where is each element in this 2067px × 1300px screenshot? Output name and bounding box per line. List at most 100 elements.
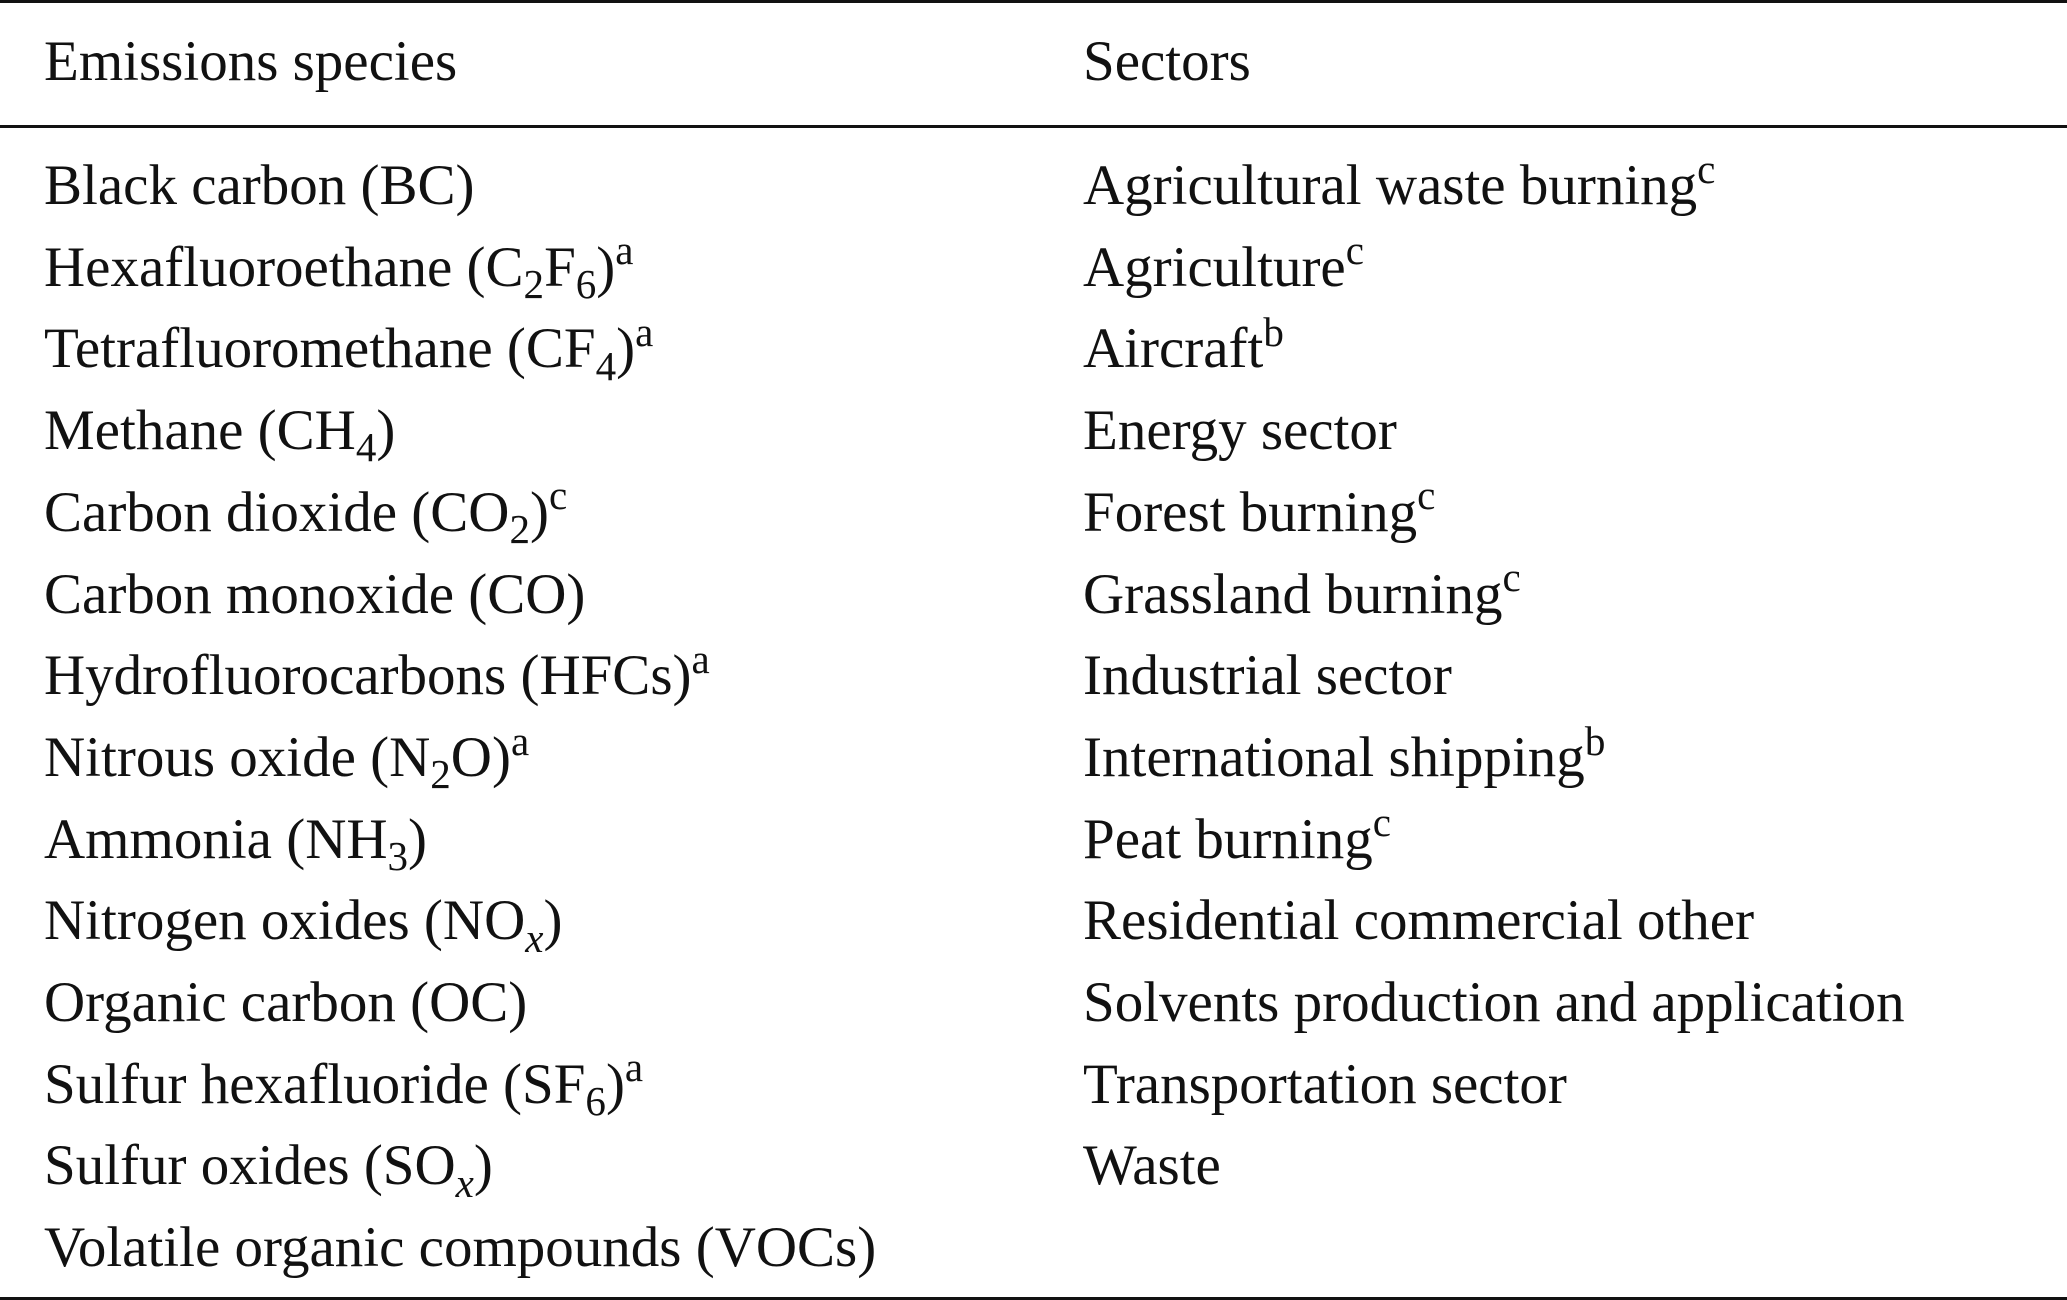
sector-name: Energy sector (1083, 399, 1397, 463)
species-subscript: x (455, 1159, 474, 1206)
species-cell: Volatile organic compounds (VOCs) (44, 1208, 876, 1288)
species-name: Nitrous oxide (N (44, 725, 431, 789)
header-sectors: Sectors (1083, 30, 1251, 93)
species-cell: Organic carbon (OC) (44, 963, 527, 1043)
species-name-end: ) (529, 480, 549, 544)
species-name: Carbon dioxide (CO (44, 480, 510, 544)
sector-cell: Industrial sector (1083, 636, 1452, 716)
sector-name: Transportation sector (1083, 1052, 1567, 1116)
sector-name: Agriculture (1083, 235, 1346, 299)
species-name-end: O) (450, 725, 511, 789)
species-name-end: ) (376, 399, 396, 463)
species-subscript: x (525, 914, 544, 961)
species-name: Tetrafluoromethane (CF (44, 317, 596, 381)
species-name-end: ) (473, 1134, 493, 1198)
species-subscript: 4 (595, 342, 617, 389)
species-subscript: 2 (509, 506, 530, 553)
species-name-end: ) (616, 317, 636, 381)
species-cell: Hydrofluorocarbons (HFCs)a (44, 636, 710, 716)
species-subscript: 6 (585, 1077, 606, 1124)
species-subscript: 4 (355, 424, 377, 471)
sector-name: Agricultural waste burning (1083, 154, 1698, 217)
table-row: Methane (CH4) Energy sector (0, 391, 2067, 471)
species-cell: Tetrafluoromethane (CF4)a (44, 309, 653, 389)
species-name-end: ) (596, 235, 616, 299)
sector-name: Waste (1083, 1134, 1221, 1198)
sector-footnote-mark: c (1372, 799, 1391, 846)
sector-cell: Agriculturec (1083, 228, 1364, 308)
species-footnote-mark: a (635, 309, 654, 356)
species-subscript: 2 (523, 260, 545, 307)
table-row: Sulfur hexafluoride (SF6)a Transportation… (0, 1045, 2067, 1125)
species-name: Volatile organic compounds (VOCs) (44, 1216, 877, 1280)
species-cell: Carbon dioxide (CO2)c (44, 473, 567, 553)
species-footnote-mark: a (615, 227, 634, 274)
species-cell: Carbon monoxide (CO) (44, 555, 585, 635)
table-header-row: Emissions species Sectors (0, 22, 2067, 102)
species-cell: Nitrous oxide (N2O)a (44, 718, 529, 798)
species-name: Methane (CH (44, 399, 356, 463)
species-name-end: ) (543, 889, 563, 953)
table-row: Hydrofluorocarbons (HFCs)a Industrial sec… (0, 636, 2067, 716)
species-name: Sulfur hexafluoride (SF (44, 1052, 586, 1116)
sector-cell: Residential commercial other (1083, 881, 1754, 961)
sector-cell: Waste (1083, 1126, 1221, 1206)
sector-cell: Aircraftb (1083, 309, 1284, 389)
sector-footnote-mark: c (1417, 472, 1436, 519)
table-row: Organic carbon (OC) Solvents production a… (0, 963, 2067, 1043)
table-top-rule (0, 0, 2067, 3)
species-name: Carbon monoxide (CO) (44, 562, 586, 626)
sector-cell: Grassland burningc (1083, 555, 1521, 635)
sector-cell: Energy sector (1083, 391, 1397, 471)
species-name: Sulfur oxides (SO (44, 1134, 456, 1198)
table-row: Carbon monoxide (CO) Grassland burningc (0, 555, 2067, 635)
sector-cell: Solvents production and application (1083, 963, 1905, 1043)
species-name: Organic carbon (OC) (44, 971, 528, 1034)
species-name: Ammonia (NH (44, 807, 388, 871)
species-footnote-mark: a (691, 635, 710, 682)
species-name: Black carbon (BC) (44, 154, 475, 217)
species-name-end: ) (408, 807, 428, 871)
species-cell: Nitrogen oxides (NOx) (44, 881, 562, 961)
sector-name: Residential commercial other (1083, 889, 1755, 953)
table-row: Hexafluoroethane (C2F6)a Agriculturec (0, 228, 2067, 308)
table-row: Nitrous oxide (N2O)a International shippi… (0, 718, 2067, 798)
species-cell: Hexafluoroethane (C2F6)a (44, 228, 633, 308)
table-row: Tetrafluoromethane (CF4)a Aircraftb (0, 309, 2067, 389)
table-row: Black carbon (BC) Agricultural waste burn… (0, 146, 2067, 226)
sector-cell: Forest burningc (1083, 473, 1435, 553)
sector-cell: Peat burningc (1083, 800, 1391, 880)
species-footnote-mark: c (548, 472, 568, 519)
species-name-end: ) (605, 1052, 625, 1116)
sector-cell: Agricultural waste burningc (1083, 146, 1715, 226)
sector-footnote-mark: c (1697, 145, 1716, 192)
sector-name: Peat burning (1083, 807, 1373, 871)
species-footnote-mark: a (624, 1044, 644, 1091)
sector-footnote-mark: c (1345, 227, 1364, 274)
table-header-rule (0, 125, 2067, 128)
sector-name: Grassland burning (1083, 562, 1503, 626)
sector-name: Industrial sector (1083, 644, 1452, 708)
species-name: Nitrogen oxides (NO (44, 889, 526, 953)
species-name: Hexafluoroethane (C (44, 235, 524, 299)
sector-cell: Transportation sector (1083, 1045, 1567, 1125)
sector-name: Forest burning (1083, 480, 1418, 544)
table-row: Ammonia (NH3) Peat burningc (0, 800, 2067, 880)
sector-name: International shipping (1083, 725, 1585, 789)
species-name: Hydrofluorocarbons (HFCs) (44, 644, 692, 708)
sector-footnote-mark: b (1584, 717, 1606, 764)
species-cell: Black carbon (BC) (44, 146, 475, 226)
table-row: Volatile organic compounds (VOCs) (0, 1208, 2067, 1288)
species-cell: Sulfur hexafluoride (SF6)a (44, 1045, 643, 1125)
species-subscript: 2 (430, 751, 451, 798)
species-name-mid: F (544, 235, 576, 299)
species-cell: Ammonia (NH3) (44, 800, 427, 880)
species-cell: Methane (CH4) (44, 391, 395, 471)
species-subscript: 6 (575, 260, 597, 307)
sector-name: Solvents production and application (1083, 971, 1905, 1034)
species-cell: Sulfur oxides (SOx) (44, 1126, 493, 1206)
sector-footnote-mark: b (1263, 309, 1284, 356)
table-bottom-rule (0, 1297, 2067, 1300)
sector-cell: International shippingb (1083, 718, 1605, 798)
